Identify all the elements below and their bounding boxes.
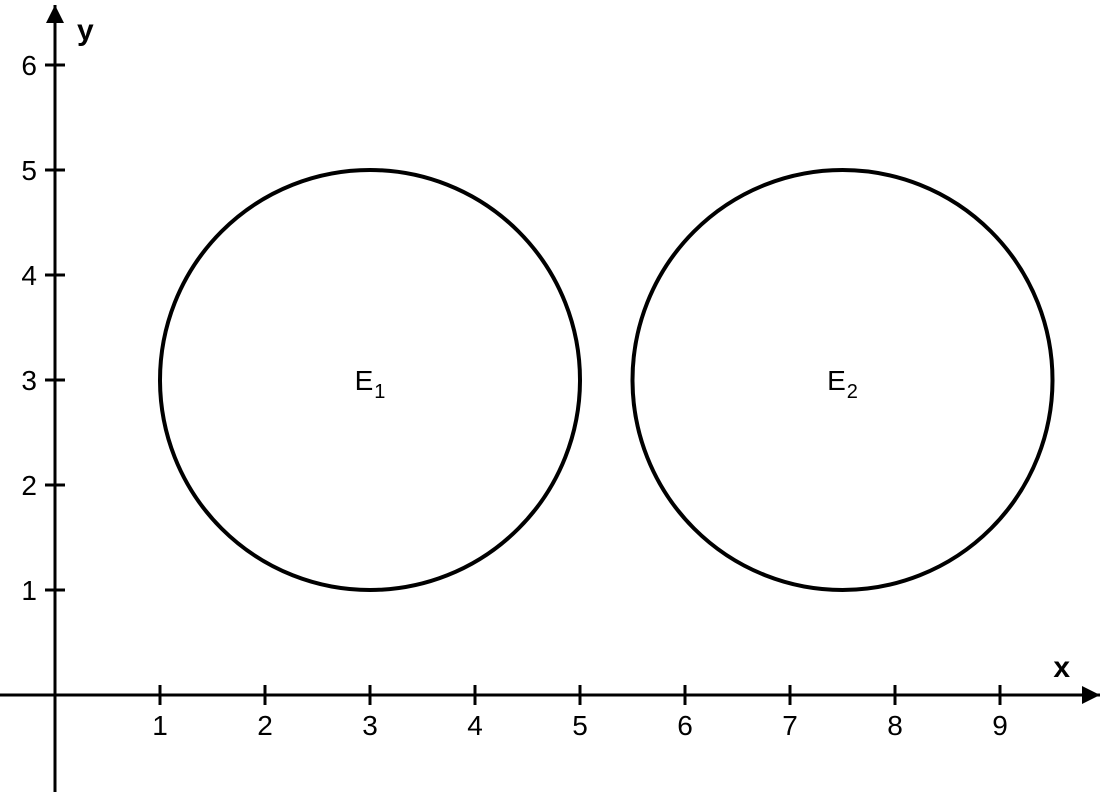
x-tick-label-2: 2 bbox=[257, 710, 273, 741]
x-tick-label-4: 4 bbox=[467, 710, 483, 741]
x-tick-label-8: 8 bbox=[887, 710, 903, 741]
y-tick-label-1: 1 bbox=[21, 575, 37, 606]
x-tick-label-6: 6 bbox=[677, 710, 693, 741]
circle-label-E1: E1 bbox=[355, 365, 386, 403]
x-axis-label: x bbox=[1053, 651, 1070, 684]
x-tick-label-3: 3 bbox=[362, 710, 378, 741]
y-axis-label: y bbox=[77, 14, 94, 47]
axes: x y 1 2 3 4 5 6 7 8 9 1 2 3 4 5 6 bbox=[0, 5, 1100, 792]
x-tick-label-5: 5 bbox=[572, 710, 588, 741]
x-tick-label-7: 7 bbox=[782, 710, 798, 741]
x-axis-arrow-icon bbox=[1082, 686, 1100, 704]
coordinate-chart: x y 1 2 3 4 5 6 7 8 9 1 2 3 4 5 6 E1 E2 bbox=[0, 0, 1118, 792]
circles: E1 E2 bbox=[160, 170, 1053, 590]
y-tick-label-3: 3 bbox=[21, 365, 37, 396]
y-tick-label-5: 5 bbox=[21, 155, 37, 186]
y-tick-label-2: 2 bbox=[21, 470, 37, 501]
circle-label-E2: E2 bbox=[827, 365, 858, 403]
x-tick-label-9: 9 bbox=[992, 710, 1008, 741]
y-axis-arrow-icon bbox=[46, 5, 64, 23]
x-tick-label-1: 1 bbox=[152, 710, 168, 741]
y-tick-label-6: 6 bbox=[21, 50, 37, 81]
y-tick-label-4: 4 bbox=[21, 260, 37, 291]
